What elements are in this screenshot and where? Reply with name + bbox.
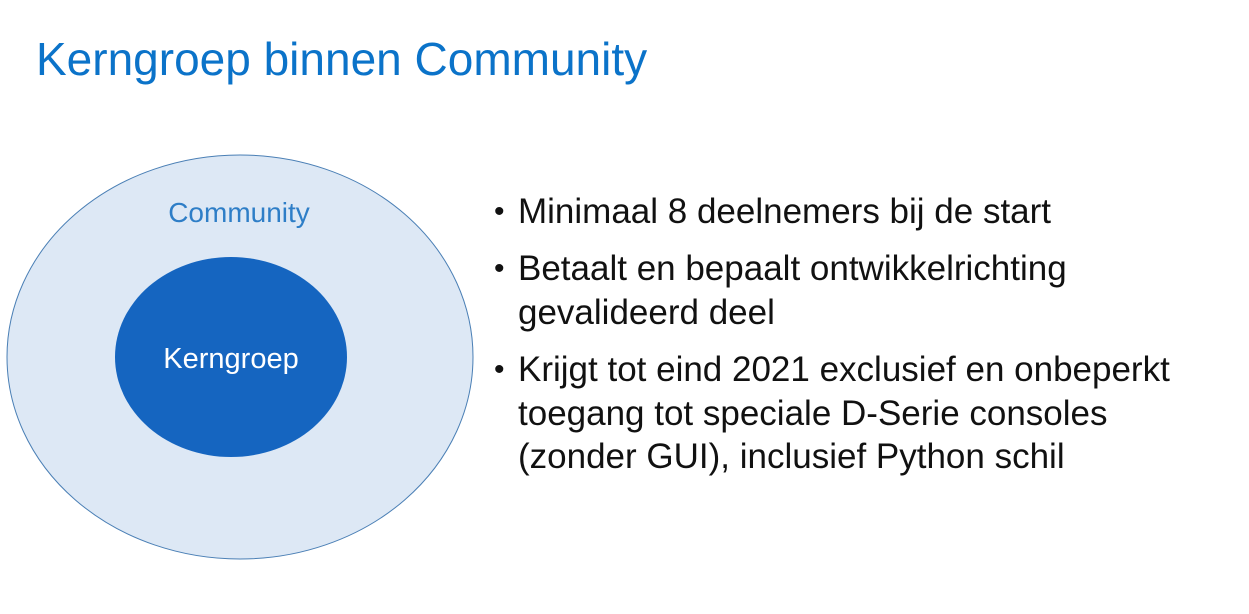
bullet-marker: •: [494, 353, 505, 387]
bullet-list: • Minimaal 8 deelnemers bij de start • B…: [494, 190, 1234, 492]
bullet-text: Minimaal 8 deelnemers bij de start: [518, 192, 1052, 231]
kerngroep-label: Kerngroep: [163, 343, 298, 375]
diagram-svg: Community Kerngroep: [6, 154, 474, 560]
nested-circles-diagram: Community Kerngroep: [0, 150, 485, 570]
kerngroep-circle: [115, 257, 347, 457]
bullet-marker: •: [494, 252, 505, 286]
bullet-text: Krijgt tot eind 2021 exclusief en onbepe…: [518, 350, 1170, 476]
bullet-item: • Betaalt en bepaalt ontwikkelrichting g…: [494, 247, 1234, 334]
bullet-marker: •: [494, 195, 505, 228]
community-label: Community: [168, 197, 310, 228]
bullet-text: Betaalt en bepaalt ontwikkelrichting gev…: [518, 249, 1067, 332]
bullet-item: • Minimaal 8 deelnemers bij de start: [494, 190, 1234, 233]
bullet-item: • Krijgt tot eind 2021 exclusief en onbe…: [494, 348, 1234, 478]
slide-title: Kerngroep binnen Community: [36, 33, 648, 85]
